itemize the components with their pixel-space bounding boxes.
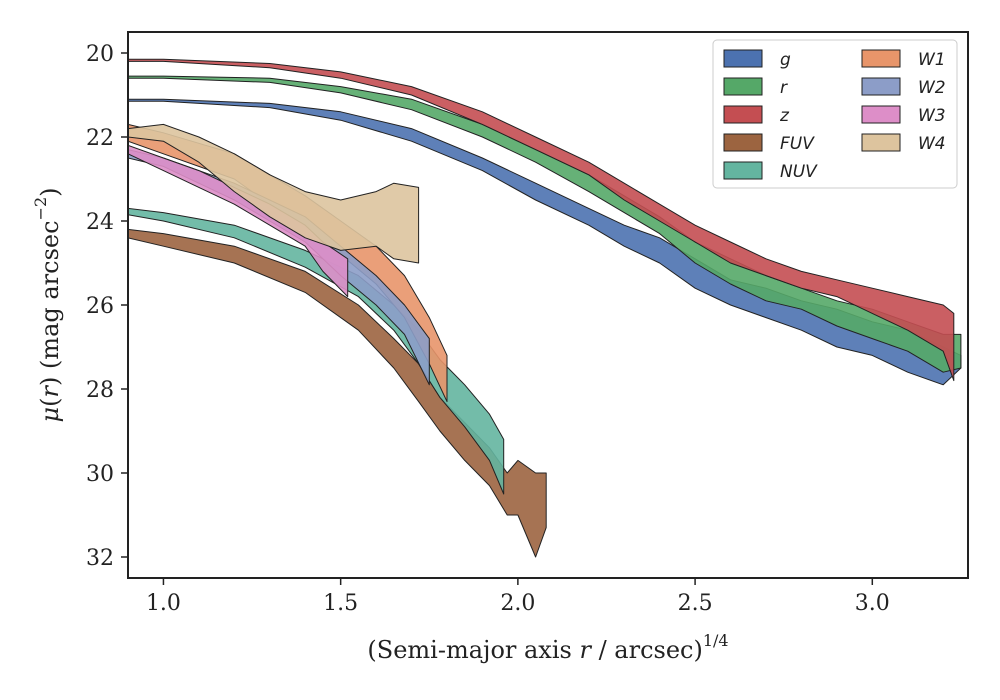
x-axis-label: (Semi-major axis r / arcsec)1/4 [367, 631, 728, 664]
band-fuv [128, 228, 547, 558]
legend-swatch-fuv [723, 133, 763, 152]
legend-swatch-w2 [861, 77, 901, 96]
legend-label-w2: W2 [918, 78, 946, 98]
y-tick-label: 32 [86, 546, 114, 571]
y-tick-label: 22 [86, 126, 114, 151]
legend-label-w3: W3 [918, 106, 946, 126]
legend-swatch-w3 [861, 105, 901, 124]
legend-label-w1: W1 [918, 50, 946, 70]
legend-swatch-r [723, 77, 763, 96]
legend: grz FUV NUV W1 W2 W3 W4 [712, 39, 958, 189]
y-tick-label: 20 [86, 42, 114, 67]
x-tick-label: 2.5 [678, 591, 713, 616]
legend-label-fuv: FUV [780, 134, 815, 154]
legend-label-w4: W4 [918, 134, 946, 154]
x-tick-label: 3.0 [855, 591, 890, 616]
band-w4 [128, 123, 420, 264]
legend-label-nuv: NUV [780, 162, 818, 182]
y-tick-label: 24 [86, 210, 114, 235]
legend-swatch-nuv [723, 161, 763, 180]
legend-swatch-w4 [861, 133, 901, 152]
x-tick-label: 1.5 [323, 591, 358, 616]
legend-label-r: r [780, 78, 788, 98]
y-tick-label: 26 [86, 294, 114, 319]
legend-swatch-g [723, 49, 763, 68]
y-axis-label: μ(r) (mag arcsec−2) [31, 187, 64, 422]
legend-swatch-w1 [861, 49, 901, 68]
y-tick-label: 28 [86, 378, 114, 403]
x-tick-label: 2.0 [500, 591, 535, 616]
band-z [128, 58, 955, 382]
y-axis: 20 22 24 26 28 30 32 [86, 42, 128, 571]
legend-label-z: z [779, 106, 790, 126]
y-tick-label: 30 [86, 462, 114, 487]
bands-layer [128, 58, 962, 558]
x-tick-label: 1.0 [146, 591, 181, 616]
legend-label-g: g [780, 50, 791, 70]
x-axis: 1.0 1.5 2.0 2.5 3.0 [146, 578, 890, 616]
legend-swatch-z [723, 105, 763, 124]
